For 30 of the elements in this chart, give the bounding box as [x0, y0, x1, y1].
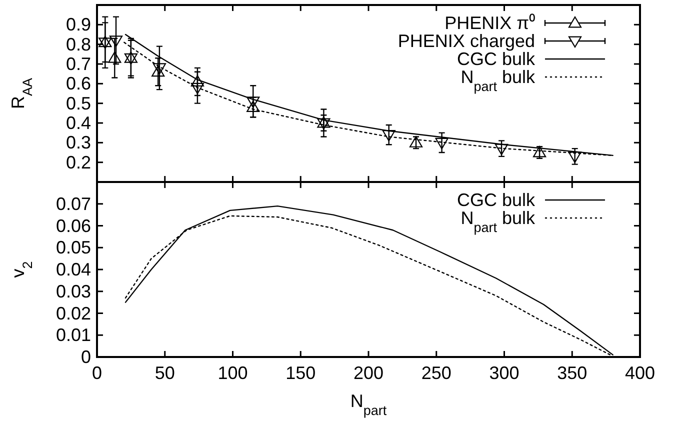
y-tick-label: 0.06: [56, 216, 91, 236]
y-tick-label: 0.5: [66, 93, 91, 114]
x-tick-label: 50: [154, 363, 175, 383]
x-tick-label: 250: [421, 363, 452, 383]
y-tick-label: 0.07: [56, 194, 91, 214]
y-tick-label: 0.3: [66, 132, 91, 153]
y-tick-label: 0.8: [66, 34, 91, 54]
legend-label: PHENIX π⁰: [444, 13, 535, 33]
y-tick-label: 0: [80, 347, 91, 367]
y-tick-label: 0.02: [56, 303, 91, 324]
x-tick-label: 200: [353, 363, 384, 383]
y-tick-label: 0.03: [56, 281, 91, 302]
y-tick-label: 0.9: [66, 14, 91, 35]
y-tick-label: 0.4: [66, 113, 91, 133]
y-tick-label: 0.2: [66, 152, 91, 172]
y-tick-label: 0.01: [56, 325, 91, 346]
legend-label: PHENIX charged: [398, 31, 535, 51]
y-tick-label: 0.05: [56, 238, 91, 258]
x-tick-label: 300: [489, 363, 520, 383]
y-tick-label: 0.6: [66, 74, 91, 94]
legend-label: N$_{part}$ bulk: [460, 208, 536, 234]
x-tick-label: 150: [286, 363, 316, 383]
legend-label: N$_{part}$ bulk: [460, 67, 536, 94]
x-tick-label: 400: [624, 363, 656, 383]
legend-label: CGC bulk: [456, 190, 536, 210]
x-axis-title: N$_{part}$: [350, 391, 387, 418]
y-tick-label: 0.04: [56, 260, 91, 280]
x-tick-label: 100: [218, 363, 248, 383]
y-tick-label: 0.7: [66, 54, 91, 74]
x-tick-label: 350: [557, 363, 588, 383]
